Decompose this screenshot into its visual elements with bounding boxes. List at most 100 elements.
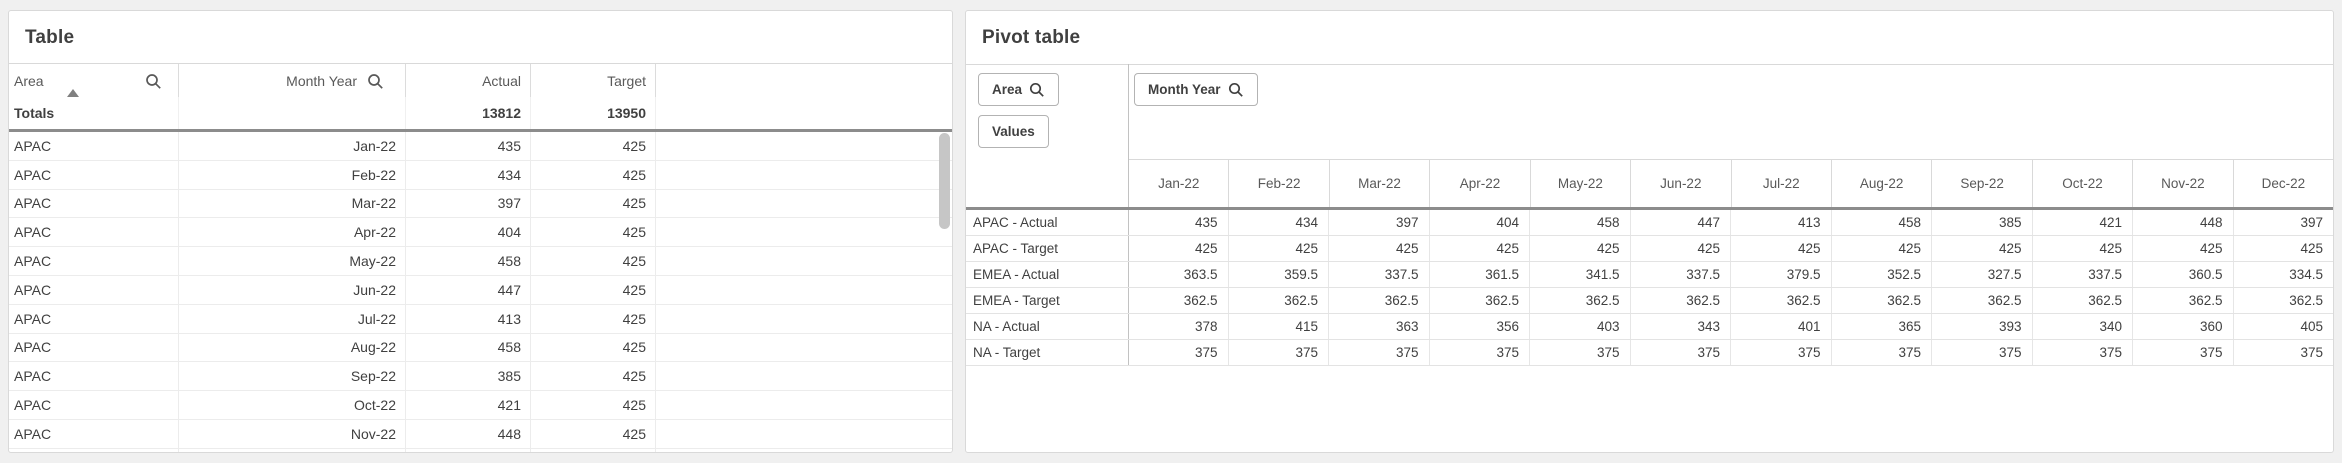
pivot-cell: 379.5 — [1731, 261, 1832, 287]
cell-filler — [656, 391, 952, 419]
totals-filler — [656, 97, 952, 129]
month-year-dimension-button[interactable]: Month Year — [1134, 73, 1258, 106]
pivot-column-header[interactable]: Aug-22 — [1832, 160, 1933, 207]
pivot-column-header[interactable]: Jul-22 — [1732, 160, 1832, 207]
column-header-area[interactable]: Area — [9, 64, 179, 98]
pivot-row-label[interactable]: APAC - Actual — [973, 214, 1058, 230]
column-header-month-year[interactable]: Month Year — [179, 64, 406, 98]
pivot-cell: 404 — [1430, 209, 1530, 235]
cell-actual: 397 — [406, 448, 531, 452]
column-header-target[interactable]: Target — [531, 64, 656, 98]
vertical-scrollbar[interactable] — [938, 132, 950, 450]
cell-actual: 458 — [406, 247, 531, 275]
pivot-column-header[interactable]: Apr-22 — [1430, 160, 1531, 207]
table-row: APAC Jan-22 435 425 — [9, 132, 952, 161]
pivot-cell: 425 — [2133, 235, 2234, 261]
pivot-cell: 362.5 — [1229, 287, 1329, 313]
cell-area[interactable]: APAC — [9, 189, 179, 218]
cell-month[interactable]: Sep-22 — [179, 362, 406, 391]
pivot-cell: 337.5 — [1329, 261, 1430, 287]
pivot-cell: 363.5 — [1128, 261, 1229, 287]
pivot-cell: 375 — [1430, 339, 1530, 366]
pivot-row-label[interactable]: NA - Actual — [973, 318, 1040, 334]
cell-target: 425 — [531, 419, 656, 448]
pivot-column-header[interactable]: Jan-22 — [1129, 160, 1230, 207]
cell-month[interactable]: Jun-22 — [179, 275, 406, 304]
pivot-cell: 425 — [1832, 235, 1932, 261]
cell-area[interactable]: APAC — [9, 448, 179, 452]
cell-month[interactable]: Apr-22 — [179, 218, 406, 247]
cell-area[interactable]: APAC — [9, 132, 179, 160]
pivot-column-header[interactable]: Jun-22 — [1631, 160, 1732, 207]
pivot-cell: 378 — [1128, 313, 1229, 339]
cell-actual: 448 — [406, 419, 531, 448]
pivot-column-header[interactable]: Feb-22 — [1229, 160, 1330, 207]
cell-filler — [656, 420, 952, 448]
pivot-row-label[interactable]: EMEA - Actual — [973, 266, 1060, 282]
cell-month[interactable]: May-22 — [179, 247, 406, 275]
cell-area[interactable]: APAC — [9, 333, 179, 362]
pivot-cell: 425 — [2300, 240, 2323, 256]
cell-filler — [656, 305, 952, 333]
search-icon[interactable] — [1228, 82, 1244, 98]
pivot-cell: 458 — [1530, 209, 1631, 235]
column-header-target-label: Target — [607, 73, 646, 89]
cell-month[interactable]: Aug-22 — [179, 333, 406, 362]
pivot-panel-title: Pivot table — [982, 27, 1081, 48]
table-row: APAC Sep-22 385 425 — [9, 362, 952, 392]
pivot-cell: 458 — [1832, 209, 1932, 235]
table-row: APAC Feb-22 434 425 — [9, 160, 952, 190]
cell-month[interactable]: Dec-22 — [179, 448, 406, 452]
cell-month[interactable]: Oct-22 — [179, 391, 406, 419]
month-year-dimension-label: Month Year — [1148, 82, 1221, 97]
pivot-row: NA - Actual 378 415 363 356 403 343 401 365 393 3… — [966, 313, 2333, 340]
column-header-actual[interactable]: Actual — [406, 64, 531, 98]
pivot-cell: 375 — [1128, 339, 1229, 366]
pivot-cell: 425 — [1932, 235, 2033, 261]
cell-area[interactable]: APAC — [9, 391, 179, 419]
pivot-cell: 397 — [2300, 214, 2323, 230]
cell-month[interactable]: Jan-22 — [179, 132, 406, 160]
pivot-row-label[interactable]: NA - Target — [973, 345, 1041, 361]
cell-month[interactable]: Jul-22 — [179, 304, 406, 333]
cell-actual: 447 — [406, 275, 531, 304]
pivot-row: EMEA - Actual 363.5 359.5 337.5 361.5 341.5 3… — [966, 261, 2333, 288]
cell-area[interactable]: APAC — [9, 304, 179, 333]
search-icon[interactable] — [1029, 82, 1045, 98]
pivot-column-header[interactable]: Dec-22 — [2261, 176, 2306, 191]
scrollbar-thumb[interactable] — [939, 133, 950, 229]
pivot-cell: 343 — [1631, 313, 1731, 339]
search-icon[interactable] — [145, 73, 162, 90]
pivot-cell: 447 — [1631, 209, 1731, 235]
search-icon[interactable] — [367, 73, 384, 90]
cell-area[interactable]: APAC — [9, 247, 179, 275]
area-dimension-button[interactable]: Area — [978, 73, 1060, 106]
pivot-cell: 360.5 — [2133, 261, 2234, 287]
pivot-column-header[interactable]: Sep-22 — [1932, 160, 2033, 207]
pivot-cell: 434 — [1229, 209, 1329, 235]
cell-area[interactable]: APAC — [9, 160, 179, 189]
pivot-cell: 415 — [1229, 313, 1329, 339]
pivot-column-header[interactable]: Mar-22 — [1330, 160, 1431, 207]
cell-month[interactable]: Nov-22 — [179, 419, 406, 448]
column-header-actual-label: Actual — [482, 73, 521, 89]
cell-month[interactable]: Feb-22 — [179, 160, 406, 189]
cell-month[interactable]: Mar-22 — [179, 189, 406, 218]
table-row: APAC Apr-22 404 425 — [9, 218, 952, 248]
cell-actual: 413 — [406, 304, 531, 333]
cell-filler — [656, 132, 952, 160]
pivot-column-header[interactable]: Oct-22 — [2033, 160, 2134, 207]
pivot-row-label[interactable]: APAC - Target — [973, 240, 1059, 256]
cell-area[interactable]: APAC — [9, 275, 179, 304]
pivot-cell: 337.5 — [1631, 261, 1731, 287]
cell-area[interactable]: APAC — [9, 218, 179, 247]
values-button[interactable]: Values — [978, 115, 1049, 148]
pivot-column-header[interactable]: May-22 — [1531, 160, 1632, 207]
cell-area[interactable]: APAC — [9, 362, 179, 391]
pivot-column-header[interactable]: Nov-22 — [2133, 160, 2234, 207]
pivot-row-label[interactable]: EMEA - Target — [973, 292, 1060, 308]
pivot-row: EMEA - Target 362.5 362.5 362.5 362.5 362.5 3… — [966, 287, 2333, 314]
cell-actual: 385 — [406, 362, 531, 391]
cell-area[interactable]: APAC — [9, 419, 179, 448]
pivot-cell: 362.5 — [2033, 287, 2133, 313]
